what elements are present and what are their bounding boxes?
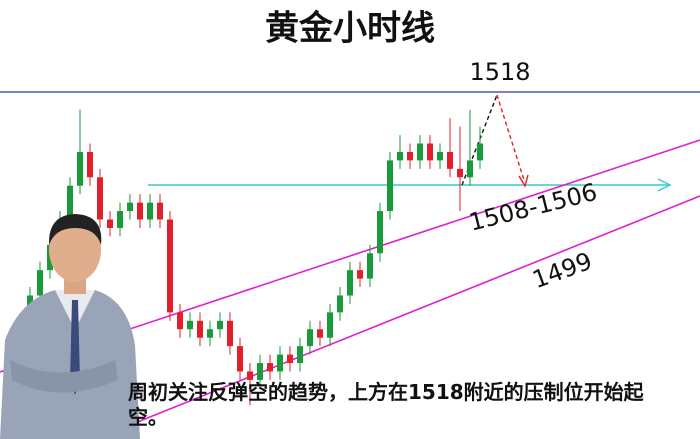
candle-body — [207, 329, 213, 338]
candle-body — [257, 363, 263, 380]
arrow-head — [657, 178, 672, 192]
candle-body — [467, 160, 473, 178]
candle-body — [37, 270, 43, 296]
candle-body — [307, 329, 313, 347]
candle-body — [197, 320, 203, 338]
annotation: 1518 — [469, 58, 530, 86]
caption: 周初关注反弹空的趋势，上方在1518附近的压制位开始起空。 — [128, 380, 644, 429]
candle-body — [417, 143, 423, 161]
arrow-head — [518, 174, 529, 188]
tie — [70, 300, 80, 395]
candle-body — [77, 151, 83, 186]
candle-body — [217, 320, 223, 330]
candle-body — [167, 219, 173, 313]
presenter — [0, 214, 140, 439]
forecast-down — [496, 94, 525, 181]
candle-body — [407, 151, 413, 161]
candle-body — [147, 202, 153, 220]
candle-body — [127, 202, 133, 212]
candle-body — [157, 202, 163, 220]
annotation: 1499 — [529, 247, 596, 294]
candle-body — [107, 219, 113, 228]
candle-body — [267, 363, 273, 372]
candle-body — [117, 211, 123, 228]
candle-body — [97, 177, 103, 220]
candle-body — [377, 211, 383, 254]
candle-body — [277, 354, 283, 372]
candle-body — [477, 143, 483, 161]
trend-line — [129, 195, 700, 426]
candle-body — [227, 320, 233, 347]
arms — [10, 360, 118, 393]
candle-body — [437, 151, 443, 161]
candle-body — [327, 312, 333, 338]
candle-body — [357, 270, 363, 279]
head — [49, 218, 101, 282]
candle-body — [177, 312, 183, 330]
candle-body — [447, 151, 453, 169]
candle-body — [67, 185, 73, 220]
candle-body — [397, 151, 403, 161]
candle-body — [347, 270, 353, 296]
candle-body — [137, 202, 143, 220]
candle-body — [187, 320, 193, 330]
candle-body — [297, 346, 303, 364]
candle-body — [457, 168, 463, 178]
candle-body — [367, 253, 373, 279]
candle-body — [287, 354, 293, 364]
candle-body — [387, 160, 393, 212]
chart-title: 黄金小时线 — [265, 9, 435, 49]
annotation: 1508-1506 — [466, 178, 600, 237]
candle-body — [247, 371, 253, 380]
candle-body — [237, 346, 243, 372]
candle-body — [87, 151, 93, 178]
candle-body — [317, 329, 323, 338]
candle-body — [337, 295, 343, 313]
suit — [0, 290, 140, 439]
candle-body — [427, 143, 433, 161]
hair — [48, 214, 102, 245]
